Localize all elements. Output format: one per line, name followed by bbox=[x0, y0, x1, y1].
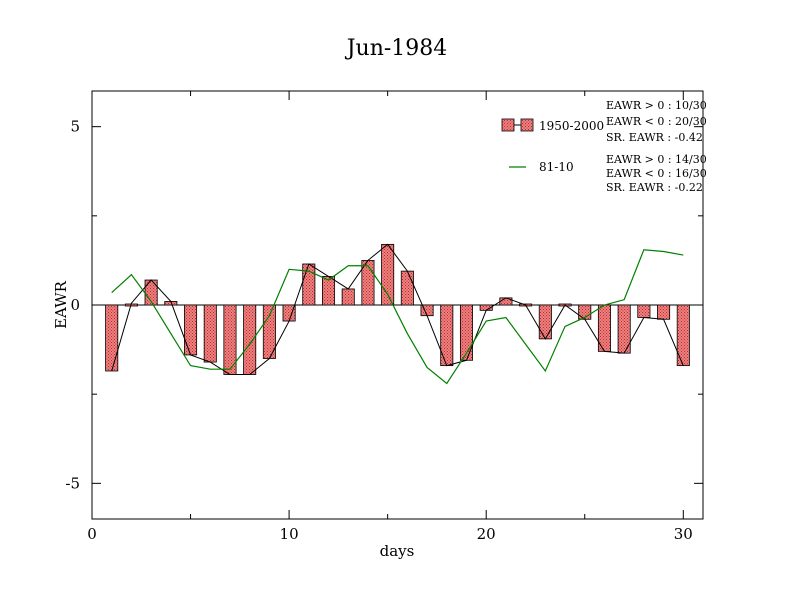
bar-day-28 bbox=[637, 304, 651, 318]
chart-title: Jun-1984 bbox=[345, 36, 448, 61]
legend: 1950-2000 81-10 bbox=[501, 118, 604, 174]
bar-day-15 bbox=[381, 243, 395, 306]
bar-day-29 bbox=[657, 304, 671, 320]
stats-block: EAWR > 0 : 10/30 EAWR < 0 : 20/30 SR. EA… bbox=[606, 99, 707, 194]
bars-1950-2000 bbox=[105, 243, 690, 375]
line-81-10 bbox=[111, 249, 684, 385]
legend-label-81-10: 81-10 bbox=[539, 160, 574, 174]
bar-day-19 bbox=[459, 304, 473, 361]
legend-label-1950-2000: 1950-2000 bbox=[539, 119, 604, 133]
bar-day-23 bbox=[538, 304, 552, 340]
stats-81-10-negative: EAWR < 0 : 16/30 bbox=[606, 167, 707, 180]
legend-bar-swatch-right bbox=[520, 118, 534, 132]
y-tick-label: 0 bbox=[70, 296, 80, 314]
bar-day-1 bbox=[105, 304, 119, 372]
bar-day-5 bbox=[184, 304, 198, 356]
stats-81-10-sr: SR. EAWR : -0.22 bbox=[606, 181, 703, 194]
bar-day-16 bbox=[400, 270, 414, 306]
x-tick-label: 0 bbox=[87, 525, 97, 543]
bar-day-13 bbox=[341, 288, 355, 306]
bar-day-8 bbox=[243, 304, 257, 375]
y-tick-label: -5 bbox=[65, 474, 80, 492]
x-axis-label: days bbox=[380, 542, 415, 560]
bar-day-6 bbox=[203, 304, 217, 363]
x-tick-label: 10 bbox=[280, 525, 299, 543]
y-tick-label: 5 bbox=[70, 118, 80, 136]
bar-day-12 bbox=[322, 276, 336, 306]
y-axis-label: EAWR bbox=[52, 280, 70, 329]
axis-ticks: 0 10 20 30 -5 0 5 bbox=[65, 91, 703, 543]
x-tick-label: 30 bbox=[674, 525, 693, 543]
x-tick-label: 20 bbox=[477, 525, 496, 543]
stats-81-10-positive: EAWR > 0 : 14/30 bbox=[606, 153, 707, 166]
stats-1950-2000-negative: EAWR < 0 : 20/30 bbox=[606, 115, 707, 128]
series-lines bbox=[111, 243, 684, 385]
line-1950-2000 bbox=[111, 243, 684, 376]
stats-1950-2000-positive: EAWR > 0 : 10/30 bbox=[606, 99, 707, 112]
stats-1950-2000-sr: SR. EAWR : -0.42 bbox=[606, 131, 703, 144]
legend-bar-swatch-left bbox=[501, 118, 515, 132]
bar-day-18 bbox=[440, 304, 454, 367]
